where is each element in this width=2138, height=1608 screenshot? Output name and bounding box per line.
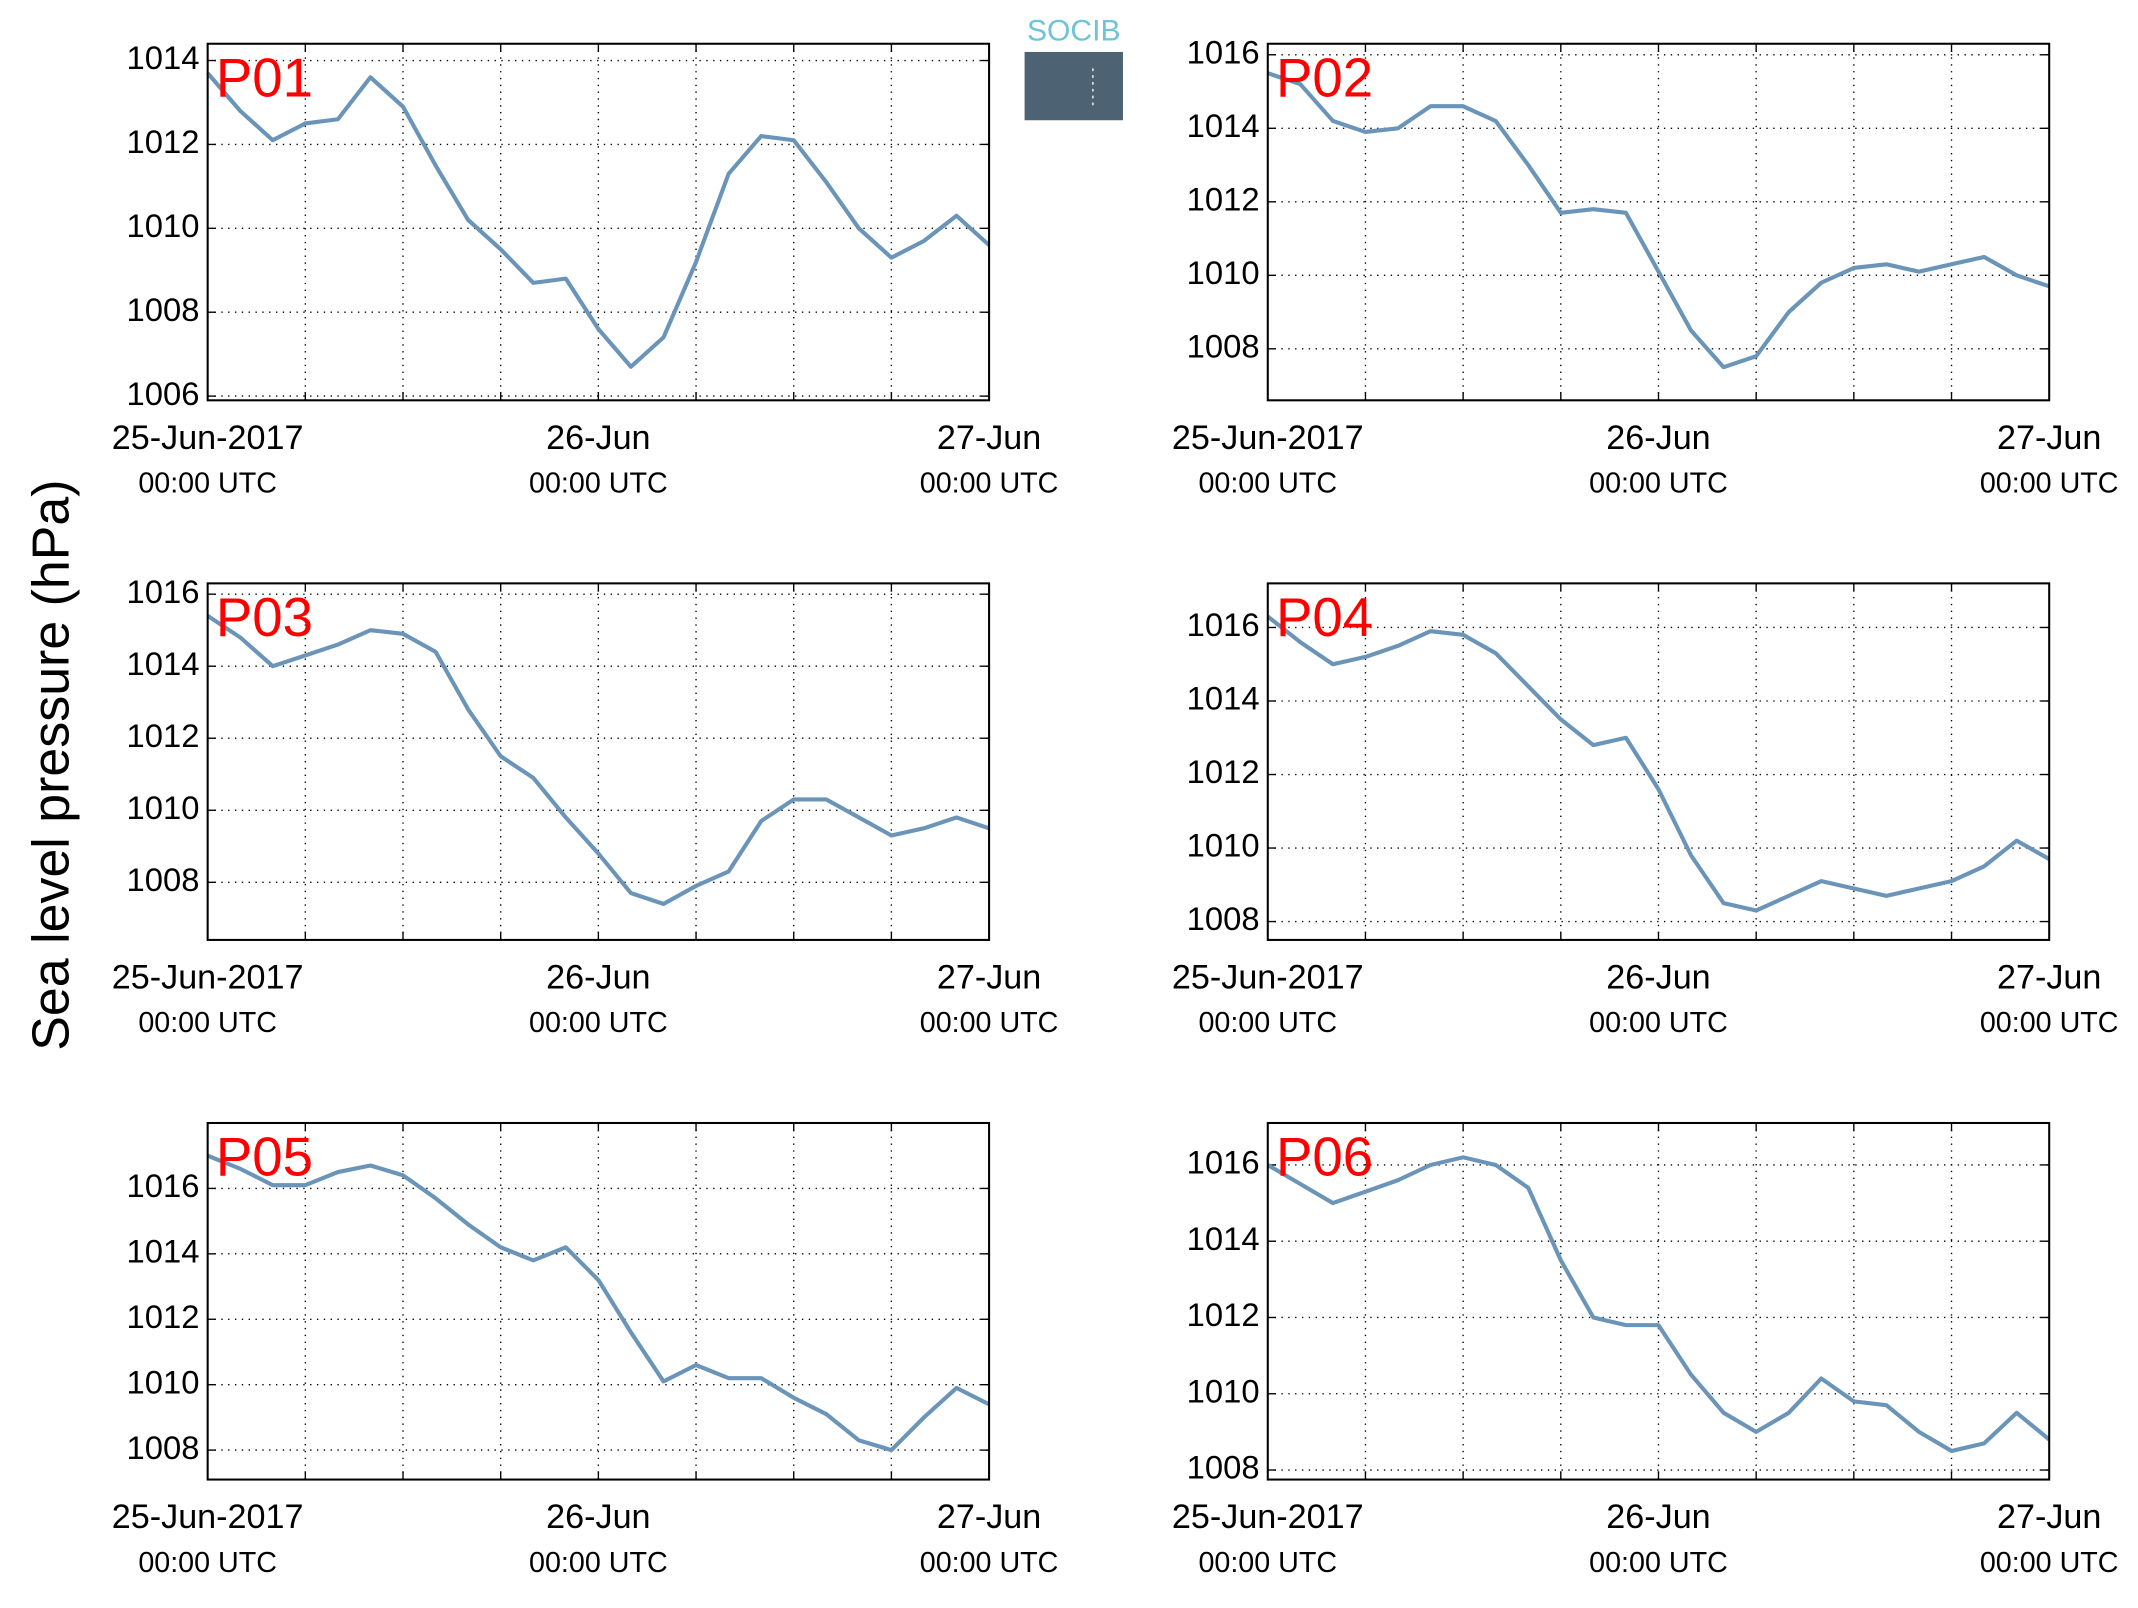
line-series xyxy=(206,1153,991,1453)
y-tick-label: 1014 xyxy=(1187,1220,1260,1257)
y-tick-label: 1006 xyxy=(127,375,200,412)
y-tick-label: 1012 xyxy=(1187,180,1260,217)
panel-title: P01 xyxy=(216,47,313,108)
panel: 25-Jun-2017 00:00 UTC 26-Jun 00:00 UTC 27-Ju… xyxy=(112,573,1059,1039)
y-tick-label: 1008 xyxy=(127,1429,200,1466)
y-tick-label: 1012 xyxy=(127,123,200,160)
panel: 25-Jun-2017 00:00 UTC 26-Jun 00:00 UTC 27-Ju… xyxy=(112,39,1059,499)
y-tick-label: 1010 xyxy=(127,1363,200,1400)
panel: 25-Jun-2017 00:00 UTC 26-Jun 00:00 UTC 27-Ju… xyxy=(112,1121,1059,1579)
x-tick-label-sub: 00:00 UTC xyxy=(920,1007,1059,1039)
x-tick-label: 27-Jun xyxy=(937,959,1041,997)
x-tick-label-sub: 00:00 UTC xyxy=(138,468,277,500)
x-tick-label-sub: 00:00 UTC xyxy=(1589,468,1728,500)
x-tick-label-sub: 00:00 UTC xyxy=(1198,1007,1337,1039)
x-tick-label: 25-Jun-2017 xyxy=(112,1498,304,1536)
y-tick-label: 1016 xyxy=(1187,1144,1260,1181)
y-axis-label: Sea level pressure (hPa) xyxy=(22,479,80,1050)
plot-frame xyxy=(1266,1121,2051,1481)
panel-title: P05 xyxy=(216,1127,313,1188)
x-tick-label: 26-Jun xyxy=(1606,959,1710,997)
x-tick-label-sub: 00:00 UTC xyxy=(529,1007,668,1039)
y-tick-label: 1010 xyxy=(127,207,200,244)
plot-frame xyxy=(206,582,991,941)
plot-frame xyxy=(1266,582,2051,941)
y-tick-label: 1012 xyxy=(127,717,200,754)
y-tick-label: 1014 xyxy=(127,1232,200,1269)
y-tick-label: 1012 xyxy=(1187,1296,1260,1333)
plot-frame xyxy=(206,42,991,402)
x-tick-label-sub: 00:00 UTC xyxy=(1198,1547,1337,1579)
x-tick-label-sub: 00:00 UTC xyxy=(1980,1007,2119,1039)
logo-box xyxy=(1024,51,1123,121)
panel: 25-Jun-2017 00:00 UTC 26-Jun 00:00 UTC 27-Ju… xyxy=(1172,33,2119,499)
plot-frame xyxy=(206,1121,991,1481)
panel-title: P03 xyxy=(216,587,313,648)
x-tick-label: 27-Jun xyxy=(937,1498,1041,1536)
x-tick-label-sub: 00:00 UTC xyxy=(138,1007,277,1039)
y-tick-label: 1010 xyxy=(1187,1372,1260,1409)
y-tick-label: 1008 xyxy=(1187,328,1260,365)
x-tick-label: 26-Jun xyxy=(546,1498,650,1536)
x-tick-label: 26-Jun xyxy=(1606,1498,1710,1536)
y-tick-label: 1012 xyxy=(1187,753,1260,790)
y-tick-label: 1016 xyxy=(1187,606,1260,643)
y-tick-label: 1008 xyxy=(1187,900,1260,937)
y-tick-label: 1014 xyxy=(1187,680,1260,717)
y-tick-label: 1008 xyxy=(127,861,200,898)
y-tick-label: 1010 xyxy=(127,789,200,826)
y-tick-label: 1012 xyxy=(127,1298,200,1335)
x-tick-label: 26-Jun xyxy=(546,419,650,457)
y-tick-label: 1008 xyxy=(1187,1449,1260,1486)
y-tick-label: 1010 xyxy=(1187,254,1260,291)
x-tick-label: 25-Jun-2017 xyxy=(1172,959,1364,997)
x-tick-label-sub: 00:00 UTC xyxy=(529,1547,668,1579)
line-series xyxy=(1266,1155,2051,1453)
x-tick-label: 27-Jun xyxy=(1997,959,2101,997)
x-tick-label-sub: 00:00 UTC xyxy=(1589,1547,1728,1579)
x-tick-label: 25-Jun-2017 xyxy=(112,419,304,457)
panel: 25-Jun-2017 00:00 UTC 26-Jun 00:00 UTC 27-Ju… xyxy=(1172,1121,2119,1579)
panel-title: P06 xyxy=(1276,1127,1373,1188)
y-tick-label: 1008 xyxy=(127,291,200,328)
x-tick-label: 25-Jun-2017 xyxy=(1172,419,1364,457)
line-series xyxy=(206,614,990,906)
x-tick-label-sub: 00:00 UTC xyxy=(1980,1547,2119,1579)
x-tick-label-sub: 00:00 UTC xyxy=(138,1547,277,1579)
x-tick-label: 25-Jun-2017 xyxy=(1172,1498,1364,1536)
x-tick-label-sub: 00:00 UTC xyxy=(1589,1007,1728,1039)
y-tick-label: 1014 xyxy=(127,39,200,76)
y-tick-label: 1016 xyxy=(127,1167,200,1204)
y-tick-label: 1014 xyxy=(1187,107,1260,144)
panel-title: P04 xyxy=(1276,587,1373,648)
y-tick-label: 1016 xyxy=(1187,33,1260,70)
plot-frame xyxy=(1266,42,2051,402)
panel: 25-Jun-2017 00:00 UTC 26-Jun 00:00 UTC 27-Ju… xyxy=(1172,582,2119,1039)
x-tick-label-sub: 00:00 UTC xyxy=(529,468,668,500)
x-tick-label-sub: 00:00 UTC xyxy=(1198,468,1337,500)
y-tick-label: 1016 xyxy=(127,573,200,610)
panel-title: P02 xyxy=(1276,47,1373,108)
x-tick-label-sub: 00:00 UTC xyxy=(920,1547,1059,1579)
y-tick-label: 1010 xyxy=(1187,827,1260,864)
x-tick-label: 27-Jun xyxy=(937,419,1041,457)
x-tick-label: 26-Jun xyxy=(546,959,650,997)
logo-text: SOCIB xyxy=(1027,15,1121,48)
logo: SOCIB xyxy=(1024,15,1123,121)
line-series xyxy=(1266,614,2051,913)
x-tick-label: 27-Jun xyxy=(1997,1498,2101,1536)
line-series xyxy=(1267,71,2050,370)
x-tick-label-sub: 00:00 UTC xyxy=(920,468,1059,500)
line-series xyxy=(206,71,991,369)
x-tick-label: 27-Jun xyxy=(1997,419,2101,457)
x-tick-label: 25-Jun-2017 xyxy=(112,959,304,997)
x-tick-label: 26-Jun xyxy=(1606,419,1710,457)
y-tick-label: 1014 xyxy=(127,645,200,682)
x-tick-label-sub: 00:00 UTC xyxy=(1980,468,2119,500)
